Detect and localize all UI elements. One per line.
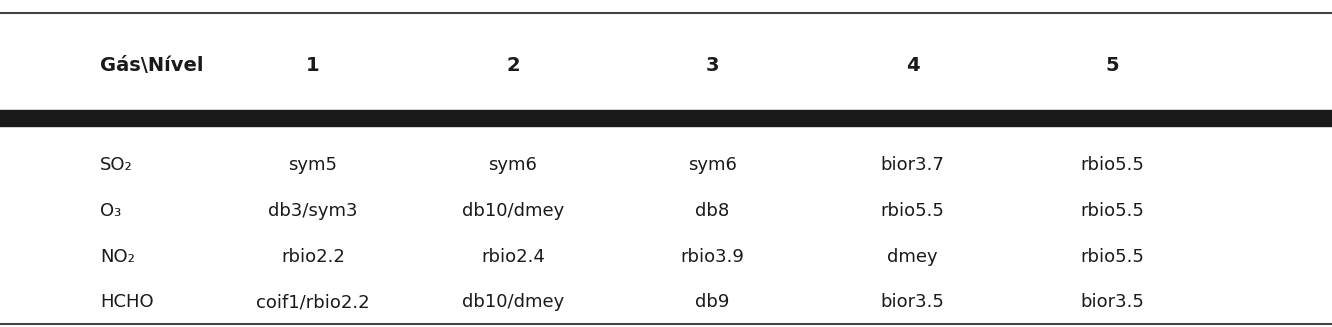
- Text: sym6: sym6: [689, 156, 737, 174]
- Text: rbio5.5: rbio5.5: [880, 202, 944, 220]
- Text: rbio2.4: rbio2.4: [481, 248, 545, 266]
- Text: NO₂: NO₂: [100, 248, 135, 266]
- Text: O₃: O₃: [100, 202, 121, 220]
- Text: db10/dmey: db10/dmey: [462, 202, 563, 220]
- Text: rbio5.5: rbio5.5: [1080, 202, 1144, 220]
- Text: Gás\Nível: Gás\Nível: [100, 56, 204, 75]
- Text: 2: 2: [506, 56, 519, 75]
- Text: db9: db9: [695, 293, 730, 312]
- Text: 4: 4: [906, 56, 919, 75]
- Text: coif1/rbio2.2: coif1/rbio2.2: [256, 293, 370, 312]
- Text: rbio5.5: rbio5.5: [1080, 248, 1144, 266]
- Text: db8: db8: [695, 202, 730, 220]
- Text: 5: 5: [1106, 56, 1119, 75]
- Text: db3/sym3: db3/sym3: [268, 202, 358, 220]
- Text: rbio3.9: rbio3.9: [681, 248, 745, 266]
- Text: dmey: dmey: [887, 248, 938, 266]
- Text: db10/dmey: db10/dmey: [462, 293, 563, 312]
- Text: rbio2.2: rbio2.2: [281, 248, 345, 266]
- Text: 3: 3: [706, 56, 719, 75]
- Text: sym5: sym5: [289, 156, 337, 174]
- Text: bior3.5: bior3.5: [1080, 293, 1144, 312]
- Text: bior3.7: bior3.7: [880, 156, 944, 174]
- Text: rbio5.5: rbio5.5: [1080, 156, 1144, 174]
- Text: 1: 1: [306, 56, 320, 75]
- Text: sym6: sym6: [489, 156, 537, 174]
- Text: SO₂: SO₂: [100, 156, 133, 174]
- Text: HCHO: HCHO: [100, 293, 153, 312]
- Text: bior3.5: bior3.5: [880, 293, 944, 312]
